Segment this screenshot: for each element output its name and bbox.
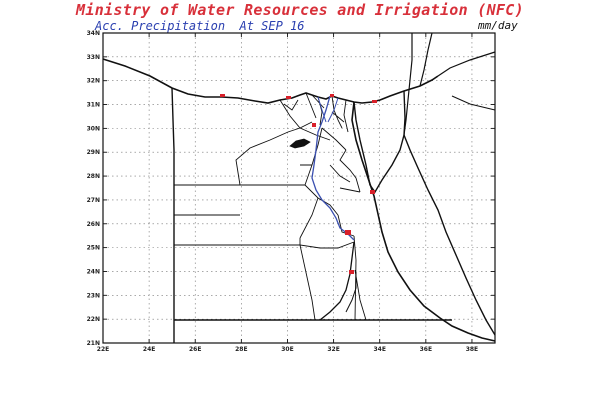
gulf-of-aqaba	[403, 33, 413, 136]
lat-tick-label: 31N	[87, 102, 100, 109]
libya-border	[171, 87, 175, 343]
lat-tick-label: 21N	[87, 340, 100, 347]
lon-tick-label: 22E	[97, 346, 109, 353]
units-label: mm/day	[478, 19, 518, 32]
lat-tick-label: 23N	[87, 292, 100, 299]
lat-tick-label: 25N	[87, 245, 100, 252]
lat-tick-label: 22N	[87, 316, 100, 323]
saudi-coast	[403, 134, 496, 336]
map-title: Ministry of Water Resources and Irrigati…	[76, 1, 524, 19]
lake-nasser-east	[345, 272, 357, 313]
precip-marker-aswan	[349, 270, 354, 274]
lon-tick-label: 34E	[373, 346, 385, 353]
lat-tick-label: 32N	[87, 78, 100, 85]
precipitation-markers	[220, 94, 377, 274]
lon-tick-label: 26E	[189, 346, 201, 353]
precip-marker-cairo	[312, 123, 316, 127]
precip-marker-luxor	[345, 230, 351, 235]
lon-tick-label: 32E	[327, 346, 339, 353]
lat-tick-label: 34N	[87, 30, 100, 37]
latitude-labels: 34N 33N 32N 31N 30N 29N 28N 27N 26N 25N 24N 23N 22N 2…	[87, 30, 100, 347]
precip-marker-red-sea	[370, 190, 375, 194]
lat-tick-label: 29N	[87, 149, 100, 156]
precip-marker-delta-west	[286, 96, 291, 99]
longitude-labels: 22E 24E 26E 28E 30E 32E 34E 36E 38E	[97, 346, 478, 353]
red-sea-coastline	[351, 101, 496, 342]
precip-marker-port-said	[330, 94, 334, 97]
tick-marks	[102, 32, 495, 344]
map-subtitle: Acc. Precipitation At SEP 16	[95, 19, 305, 33]
nile-delta-branch	[317, 96, 339, 123]
lon-tick-label: 38E	[466, 346, 478, 353]
lat-tick-label: 24N	[87, 268, 100, 275]
lon-tick-label: 28E	[235, 346, 247, 353]
northern-border	[437, 51, 496, 77]
lon-tick-label: 36E	[420, 346, 432, 353]
lon-tick-label: 30E	[281, 346, 293, 353]
lon-tick-label: 24E	[143, 346, 155, 353]
lake-nasser	[319, 241, 355, 321]
lat-tick-label: 28N	[87, 173, 100, 180]
lat-tick-label: 33N	[87, 54, 100, 61]
lat-tick-label: 27N	[87, 197, 100, 204]
lat-tick-label: 30N	[87, 125, 100, 132]
saudi-interior-line	[451, 95, 496, 111]
map-frame	[102, 32, 496, 344]
israel-jordan-border	[419, 32, 433, 87]
precip-marker-alexandria	[220, 94, 225, 97]
nile-river	[311, 95, 355, 241]
precip-marker-delta-east	[372, 100, 377, 103]
lat-tick-label: 26N	[87, 221, 100, 228]
lake-qarun	[289, 138, 311, 149]
